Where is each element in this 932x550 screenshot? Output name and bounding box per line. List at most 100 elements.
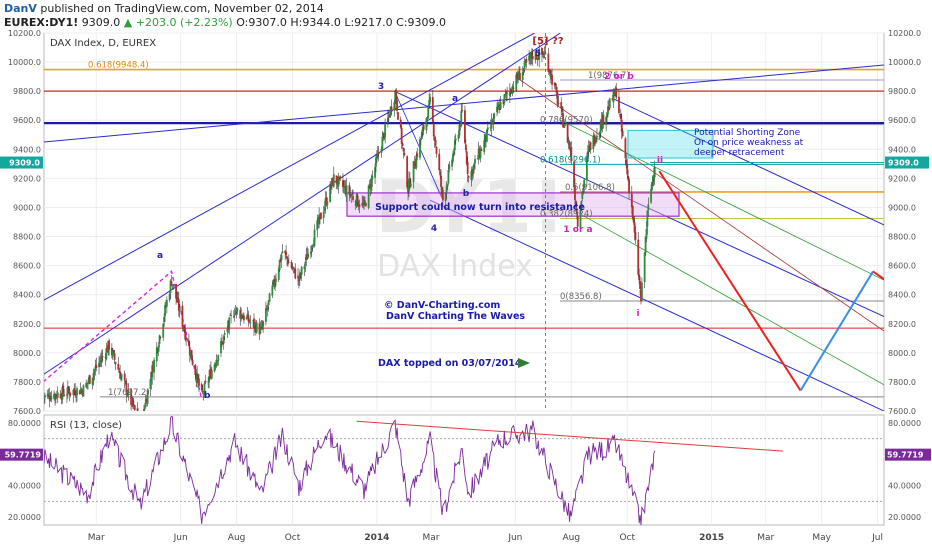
candle-body [612,90,615,103]
candle-body [386,117,389,124]
candle-body [467,176,470,178]
fib-level-label: 0.618(9948.4) [88,61,149,71]
candle-body [600,120,603,129]
fib-level-label: 0(8356.8) [560,292,602,302]
candle-body [619,114,622,119]
fib-level-label: 1(9876.7) [588,71,630,81]
candle-body [486,127,489,130]
y-tick-label-right: 9200.0 [888,174,916,183]
main-pane[interactable] [43,32,885,412]
candle-body [569,147,572,150]
candle-body [556,92,559,105]
candle-body [47,393,50,396]
y-tick-label-right: 7600.0 [888,407,916,416]
candle-body [602,114,605,125]
candle-body [163,316,166,323]
candle-body [525,59,528,63]
candle-body [183,329,186,332]
candle-body [277,268,280,280]
candle-body [598,131,601,138]
candle-body [384,123,387,138]
candle-body [299,273,302,276]
candle-body [94,366,97,371]
candle-body [342,186,345,189]
candle-body [190,349,193,361]
candle-body [503,94,506,103]
candle-body [541,53,544,55]
author-name[interactable]: DanV [4,2,37,15]
candle-body [287,262,290,264]
wave-label-ii: ii [657,156,663,166]
projection-final-leg [872,270,884,281]
candle-body [213,364,216,372]
candle-body [492,118,495,124]
candle-body [579,210,582,228]
candle-body [50,396,53,400]
candle-body [357,204,360,207]
candle-body [85,382,88,388]
candle-body [181,305,184,327]
wave-label-b-2013: b [204,391,211,401]
candle-body [320,212,322,220]
projection-up-leg [799,270,874,392]
candle-body [542,56,545,58]
candle-body [158,335,161,344]
candle-body [502,100,505,105]
candle-body [292,267,295,269]
candle-body [574,185,576,201]
x-tick-label: Aug [563,533,581,543]
candle-body [550,73,553,79]
y-tick-label-right: 7800.0 [888,378,916,387]
candle-body [176,298,179,301]
fib-level-label: 1(7697.2) [108,388,150,398]
candle-body [575,208,578,214]
candle-body [330,186,332,188]
candle-body [568,142,571,148]
candle-body [496,106,498,113]
candle-body [397,112,399,120]
y-tick-label-left: 8800.0 [13,233,41,242]
candle-body [66,394,68,396]
candle-body [262,321,265,327]
candle-body [523,61,526,70]
x-tick-label: Mar [88,533,105,543]
candle-body [453,139,456,151]
candle-body [645,228,648,239]
candle-body [588,143,591,148]
candle-body [643,252,646,283]
candle-body [419,139,421,158]
rsi-last-tag-left [0,448,43,461]
candle-body [624,138,627,159]
candle-body [510,92,513,94]
candle-body [395,89,398,102]
candle-body [255,322,258,333]
candle-body [268,293,271,302]
candle-body [362,204,365,206]
candle-body [504,93,507,96]
candle-body [563,127,565,128]
candle-body [222,336,225,344]
candle-body [453,152,455,154]
y-tick-label-right: 8400.0 [888,291,916,300]
candle-body [457,134,460,139]
candle-body [364,200,366,202]
candle-body [516,73,519,80]
candle-body [217,355,220,361]
candle-body [607,106,609,115]
candle-body [78,390,81,395]
candle-body [93,370,96,374]
wave-label-4: 4 [431,224,437,234]
candle-body [210,370,213,379]
candle-body [55,394,57,397]
candle-body [515,74,518,91]
candle-body [204,381,207,383]
candle-body [121,375,123,377]
candle-body [367,185,370,208]
candle-body [632,218,635,223]
candle-body [370,178,373,191]
candle-body [426,119,429,121]
candle-body [650,188,652,203]
candle-body [412,160,415,182]
y-tick-label-left: 10000.0 [8,58,41,67]
